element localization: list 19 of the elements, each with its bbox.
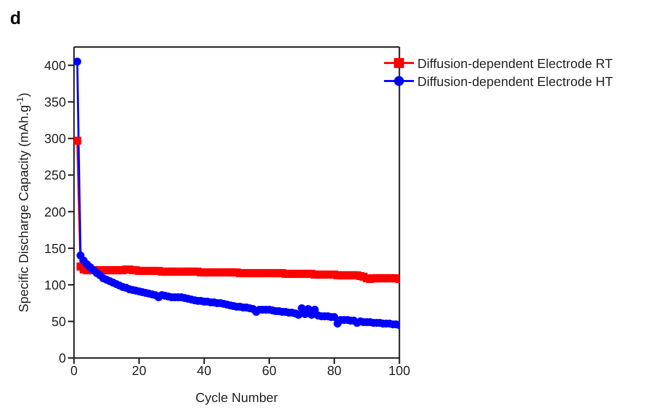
x-tick-label: 0 [70, 363, 78, 378]
y-tick-label: 400 [44, 58, 66, 73]
legend-label: Diffusion-dependent Electrode RT [417, 56, 613, 70]
legend-label: Diffusion-dependent Electrode HT [417, 74, 613, 88]
y-tick-label: 200 [44, 204, 66, 220]
y-tick-label: 250 [44, 168, 66, 183]
x-axis-title: Cycle Number [196, 390, 279, 405]
y-tick-label: 100 [44, 277, 66, 292]
y-tick-label: 150 [44, 240, 66, 256]
y-tick-label: 50 [52, 314, 66, 330]
y-tick-label: 0 [58, 350, 66, 366]
x-tick-label: 80 [327, 363, 342, 378]
y-tick-label: 350 [44, 94, 66, 110]
x-tick-label: 40 [196, 363, 212, 378]
x-tick-label: 20 [132, 363, 146, 378]
y-tick-label: 300 [44, 131, 66, 146]
chart-title: d [10, 8, 21, 29]
x-tick-label: 100 [388, 363, 410, 378]
x-tick-label: 60 [262, 363, 276, 378]
